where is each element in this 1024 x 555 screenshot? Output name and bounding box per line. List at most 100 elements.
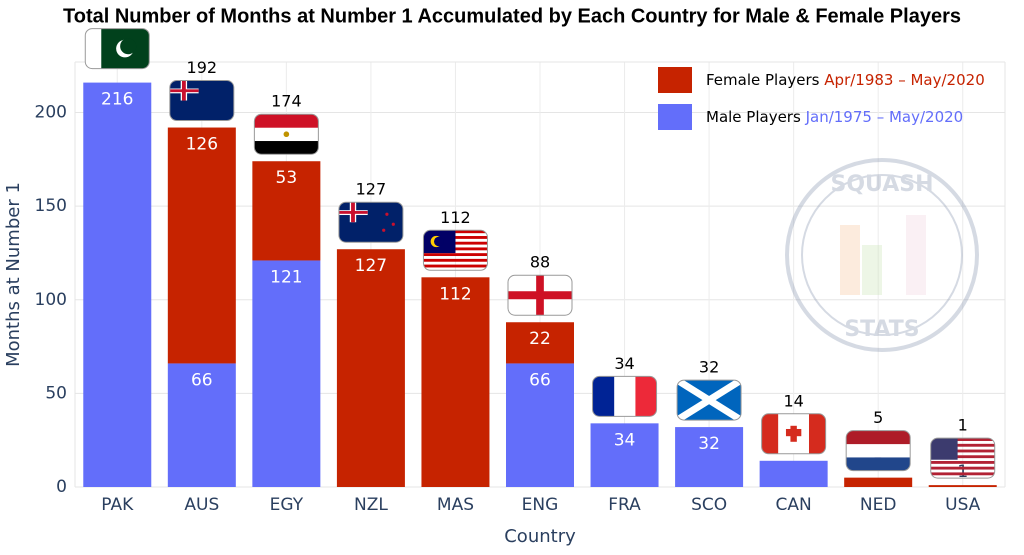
flag-frame — [592, 375, 658, 417]
legend-swatch — [658, 67, 692, 93]
bar-segment — [167, 363, 236, 487]
y-tick-label: 0 — [56, 477, 67, 497]
flag-part — [930, 455, 995, 459]
total-label: 14 — [783, 391, 803, 410]
value-label: 127 — [355, 256, 387, 276]
value-label: 121 — [270, 267, 302, 287]
flag-frame — [676, 379, 742, 421]
watermark-text: STATS — [844, 317, 919, 342]
total-label: 127 — [356, 180, 387, 199]
flag-part — [85, 28, 102, 69]
y-tick-label: 100 — [35, 290, 67, 310]
bar-segment — [83, 82, 152, 487]
flag — [85, 28, 150, 69]
legend-label: Female Players Apr/1983 – May/2020 — [706, 71, 985, 89]
flag-frame — [169, 80, 235, 122]
x-tick-label: NZL — [354, 495, 388, 515]
value-label: 22 — [529, 329, 551, 349]
flag-part — [391, 222, 395, 226]
flag-part — [351, 202, 355, 223]
bar-segment — [421, 277, 490, 487]
bar-segment — [506, 363, 574, 487]
flag-part — [181, 80, 186, 101]
flag — [930, 438, 995, 476]
flag — [254, 114, 319, 155]
total-label: 34 — [614, 354, 634, 373]
x-tick-label: NED — [860, 495, 897, 515]
total-label: 174 — [271, 92, 302, 111]
watermark: SQUASH STATS — [785, 158, 979, 352]
value-label: 126 — [186, 135, 218, 155]
legend-label: Male Players Jan/1975 – May/2020 — [706, 108, 963, 126]
flag — [169, 80, 234, 121]
bar-segment — [336, 249, 405, 487]
flag-part — [169, 80, 234, 121]
bar-segment — [928, 485, 997, 487]
x-tick-label: EGY — [270, 495, 304, 515]
flag — [761, 413, 826, 454]
watermark-ring — [785, 158, 979, 352]
flag-part — [846, 457, 911, 471]
x-axis-title: Country — [504, 526, 576, 547]
flag-part — [785, 428, 802, 437]
flag-part — [254, 114, 319, 128]
flag-frame — [84, 28, 150, 70]
bar-segment — [590, 423, 659, 487]
x-tick-label: SCO — [691, 495, 727, 515]
x-tick-label: PAK — [101, 495, 134, 515]
flag-part — [930, 438, 958, 460]
bar-segment — [675, 427, 744, 487]
flag-part — [614, 376, 636, 417]
legend-name: Male Players — [706, 108, 801, 126]
flag-frame — [930, 437, 996, 479]
flag-part — [385, 212, 389, 216]
flag-part — [761, 413, 779, 454]
y-tick-label: 150 — [35, 196, 67, 216]
flag-frame — [507, 274, 573, 316]
bar-segment — [252, 161, 321, 261]
flag — [677, 380, 742, 421]
watermark-bar — [840, 225, 860, 295]
flag — [423, 230, 488, 268]
flag-part — [423, 264, 488, 268]
x-tick-label: CAN — [776, 495, 812, 515]
y-tick-label: 50 — [45, 383, 67, 403]
flag-part — [930, 438, 995, 441]
flag-part — [930, 460, 995, 464]
x-tick-label: ENG — [522, 495, 559, 515]
total-label: 32 — [699, 358, 719, 377]
flag-part — [930, 449, 995, 453]
value-label: 216 — [101, 90, 133, 110]
legend-swatch — [658, 104, 692, 130]
total-label: 5 — [873, 408, 883, 427]
value-label: 34 — [614, 430, 636, 450]
total-label: 88 — [530, 253, 550, 272]
x-tick-label: FRA — [608, 495, 641, 515]
y-axis-title: Months at Number 1 — [3, 182, 24, 367]
flag-frame — [845, 430, 911, 472]
flag — [592, 376, 657, 417]
value-label: 66 — [191, 370, 213, 390]
watermark-ring — [801, 174, 963, 336]
x-tick-label: MAS — [437, 495, 474, 515]
flag-part — [592, 376, 615, 417]
flag-frame — [253, 113, 319, 155]
flag-part — [846, 430, 911, 445]
flag-frame — [338, 201, 404, 243]
bar-segment — [759, 460, 828, 487]
bar-segment — [506, 322, 574, 364]
watermark-bar — [906, 215, 926, 295]
flag-part — [283, 131, 290, 138]
flag-frame — [761, 413, 827, 455]
y-tick-label: 200 — [35, 103, 67, 123]
value-label: 53 — [276, 168, 298, 188]
flag-part — [635, 376, 657, 417]
flag-part — [508, 291, 572, 300]
bar-segment — [252, 260, 321, 487]
total-label: 192 — [187, 58, 218, 77]
flag-part — [808, 413, 826, 454]
legend-name: Female Players — [706, 71, 820, 89]
flag-part — [846, 444, 911, 458]
value-label: 1 — [957, 462, 968, 482]
